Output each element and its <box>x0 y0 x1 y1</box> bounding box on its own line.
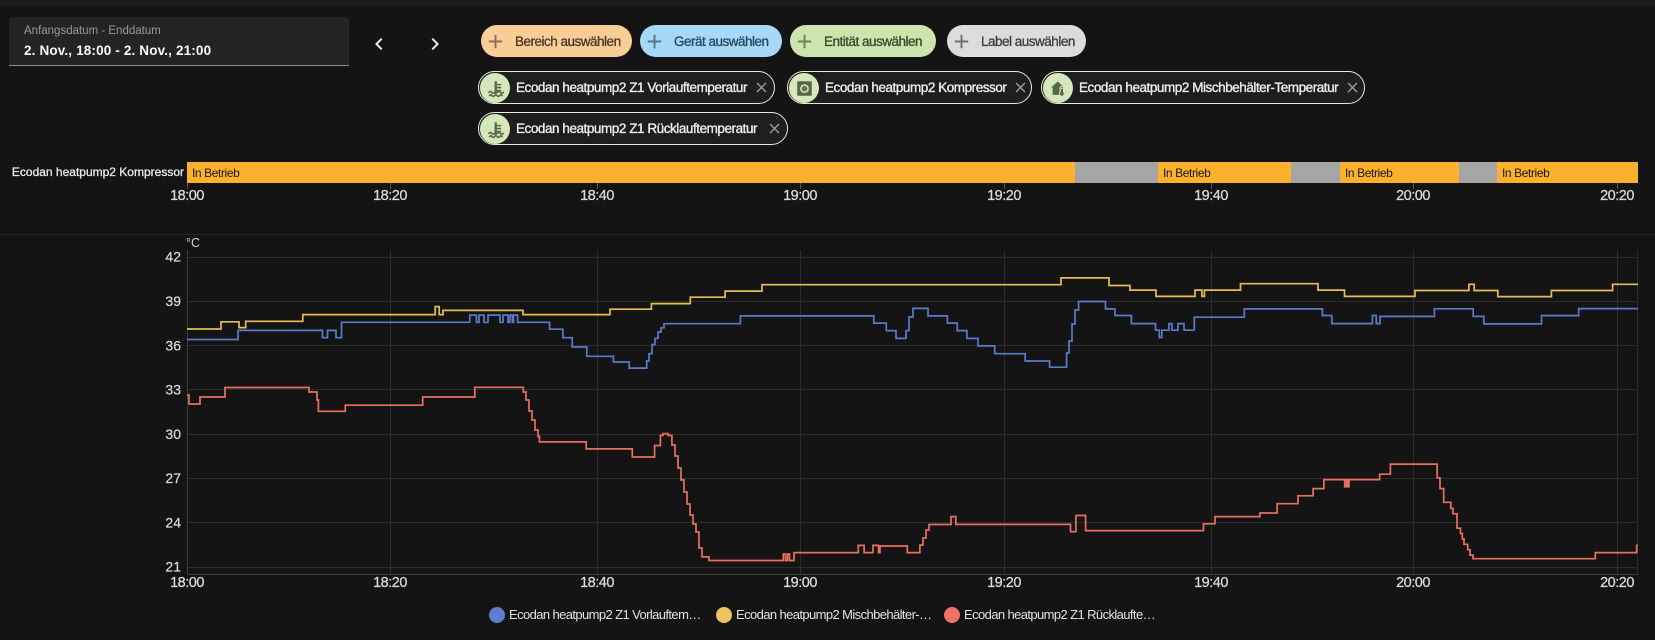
svg-text:27: 27 <box>165 470 181 486</box>
svg-text:36: 36 <box>165 337 181 353</box>
svg-text:18:40: 18:40 <box>580 575 614 591</box>
svg-text:30: 30 <box>165 426 181 442</box>
svg-text:19:00: 19:00 <box>783 575 817 591</box>
svg-text:24: 24 <box>165 514 181 530</box>
svg-text:33: 33 <box>165 382 181 398</box>
svg-text:19:20: 19:20 <box>987 575 1021 591</box>
svg-text:°C: °C <box>186 236 200 250</box>
svg-text:18:00: 18:00 <box>170 575 204 591</box>
svg-text:18:20: 18:20 <box>373 575 407 591</box>
svg-text:42: 42 <box>165 249 181 265</box>
svg-text:20:20: 20:20 <box>1600 575 1634 591</box>
svg-text:19:40: 19:40 <box>1194 575 1228 591</box>
svg-text:39: 39 <box>165 293 181 309</box>
svg-text:20:00: 20:00 <box>1396 575 1430 591</box>
svg-text:21: 21 <box>165 559 181 575</box>
